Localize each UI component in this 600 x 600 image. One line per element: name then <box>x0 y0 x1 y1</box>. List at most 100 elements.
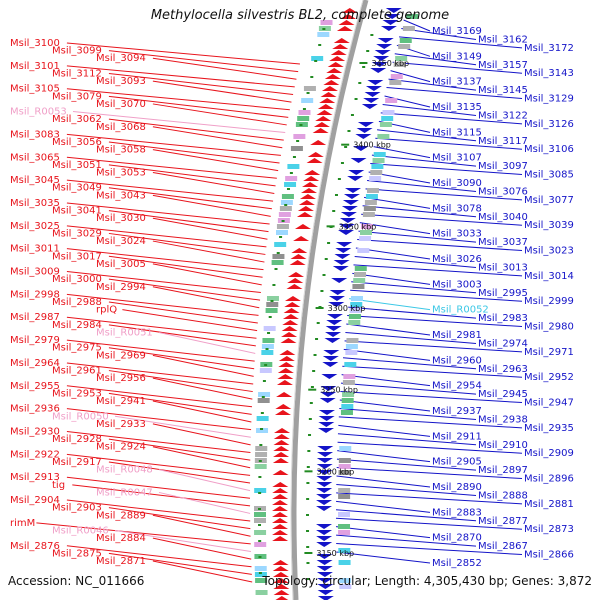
forward-strand-gene <box>317 578 334 583</box>
label-connector <box>346 323 431 336</box>
reverse-strand-gene <box>274 428 291 433</box>
gene-label-left: Msil_3083 <box>10 129 60 140</box>
label-connector <box>339 399 431 412</box>
label-connector <box>66 316 257 339</box>
label-connector <box>335 509 477 522</box>
label-connector <box>66 385 253 408</box>
label-connector <box>341 374 431 387</box>
reverse-strand-gene <box>272 470 289 475</box>
reverse-strand-gene <box>315 116 332 121</box>
function-block <box>353 278 366 283</box>
label-connector <box>365 188 523 201</box>
function-block <box>339 446 352 451</box>
function-block <box>345 350 358 355</box>
forward-strand-gene <box>357 122 374 127</box>
gene-label-left: Msil_3053 <box>96 168 146 179</box>
gene-label-left: rimM <box>10 518 35 529</box>
minor-tick-right <box>347 130 351 132</box>
label-connector <box>66 42 300 65</box>
function-block <box>339 578 352 583</box>
function-block <box>360 224 373 229</box>
gene-label-left: Msil_2987 <box>10 312 60 323</box>
reverse-strand-gene <box>273 440 290 445</box>
reverse-strand-gene <box>332 44 349 49</box>
reverse-strand-gene <box>286 284 303 289</box>
forward-strand-gene <box>363 98 380 103</box>
function-block <box>339 584 352 589</box>
function-block <box>262 338 275 343</box>
function-block <box>338 512 351 517</box>
function-block <box>254 530 267 535</box>
reverse-strand-gene <box>300 188 317 193</box>
function-block <box>293 134 306 139</box>
gene-label-right: Msil_2999 <box>524 296 574 307</box>
minor-tick-left <box>310 76 314 78</box>
gene-label-left: Msil_2903 <box>52 503 102 514</box>
label-connector <box>108 301 258 324</box>
gene-label-left: Msil_3000 <box>52 274 102 285</box>
gene-label-right: Msil_2888 <box>478 490 528 501</box>
forward-strand-gene <box>317 452 334 457</box>
gene-label-left: Msil_3045 <box>10 175 60 186</box>
minor-tick-right <box>316 322 320 324</box>
function-block <box>320 20 333 25</box>
label-connector <box>108 164 276 187</box>
function-block <box>254 518 267 523</box>
label-connector <box>108 438 251 461</box>
function-block <box>317 32 330 37</box>
label-connector <box>152 354 254 377</box>
minor-tick-right <box>327 242 331 244</box>
function-block <box>360 230 373 235</box>
function-block <box>255 590 268 595</box>
gene-label-right: Msil_3135 <box>432 102 482 113</box>
gene-label-left: tig <box>52 480 65 491</box>
gene-label-right: Msil_3026 <box>432 254 482 265</box>
forward-strand-gene <box>317 596 334 600</box>
gene-label-right: Msil_2897 <box>478 465 528 476</box>
label-connector <box>158 469 251 492</box>
gene-label-left: Msil_2953 <box>52 388 102 399</box>
label-connector <box>353 264 523 277</box>
backbone-inner-edge <box>290 0 364 600</box>
reverse-strand-gene <box>273 434 290 439</box>
reverse-strand-gene <box>272 530 289 535</box>
forward-strand-gene <box>317 584 334 589</box>
function-block <box>341 398 354 403</box>
minor-tick-left <box>258 556 262 558</box>
forward-strand-gene <box>323 350 340 355</box>
label-connector <box>338 416 523 429</box>
forward-strand-gene <box>385 8 402 13</box>
forward-strand-gene <box>316 572 333 577</box>
function-block <box>256 428 269 433</box>
function-block <box>344 362 357 367</box>
forward-strand-gene <box>318 416 335 421</box>
forward-strand-gene <box>320 386 337 391</box>
gene-label-right: Msil_3162 <box>478 34 528 45</box>
forward-strand-gene <box>322 362 339 367</box>
forward-strand-gene <box>371 62 388 67</box>
reverse-strand-gene <box>341 8 358 13</box>
reverse-strand-gene <box>290 254 307 259</box>
label-connector <box>371 154 477 167</box>
label-connector <box>158 491 251 514</box>
function-block <box>359 236 372 241</box>
function-block <box>271 260 284 265</box>
reverse-strand-gene <box>304 170 321 175</box>
gene-label-left: Msil_2871 <box>96 556 146 567</box>
forward-strand-gene <box>340 212 357 217</box>
forward-strand-gene <box>320 392 337 397</box>
gene-label-left: Msil_R0048 <box>96 465 153 476</box>
label-connector <box>108 507 251 530</box>
minor-tick-right <box>332 210 336 212</box>
forward-strand-gene <box>344 188 361 193</box>
reverse-strand-gene <box>277 368 294 373</box>
gene-label-left: Msil_2969 <box>96 350 146 361</box>
gene-label-left: Msil_2904 <box>10 495 60 506</box>
label-connector <box>373 146 431 159</box>
gene-label-left: Msil_3009 <box>10 267 60 278</box>
gene-label-right: Msil_3090 <box>432 178 482 189</box>
gene-label-right: Msil_3172 <box>524 43 574 54</box>
gene-label-right: Msil_3077 <box>524 195 574 206</box>
label-connector <box>108 347 255 370</box>
gene-label-right: Msil_2877 <box>478 516 528 527</box>
